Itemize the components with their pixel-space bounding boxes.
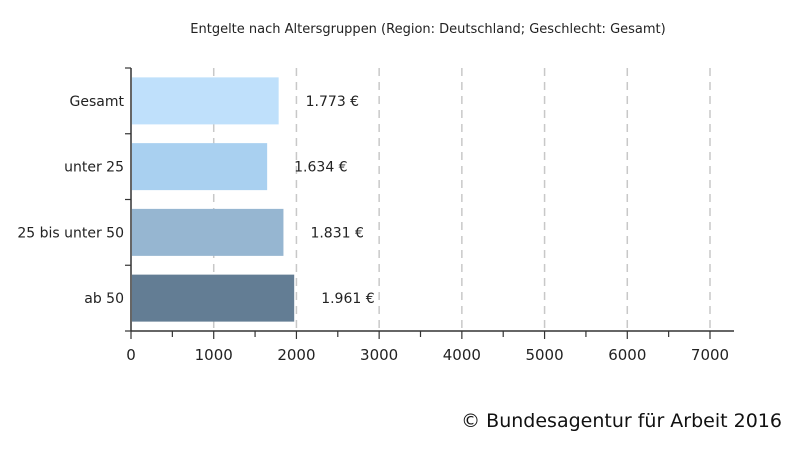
x-tick-label: 2000 <box>277 346 315 364</box>
category-label: Gesamt <box>70 94 125 110</box>
data-label: 1.634 € <box>294 160 347 176</box>
bar-2 <box>132 208 284 256</box>
x-tick-label: 5000 <box>525 346 563 364</box>
x-tick-label: 7000 <box>691 346 729 364</box>
x-tick-label: 4000 <box>443 346 481 364</box>
bar-0 <box>132 77 279 125</box>
bars <box>132 77 295 322</box>
data-label: 1.831 € <box>310 225 363 241</box>
chart-title: Entgelte nach Altersgruppen (Region: Deu… <box>190 22 665 37</box>
category-label: unter 25 <box>64 160 124 176</box>
copyright-notice: © Bundesagentur für Arbeit 2016 <box>461 410 782 432</box>
category-label: ab 50 <box>84 291 124 307</box>
bar-3 <box>132 274 295 322</box>
data-label: 1.961 € <box>321 291 374 307</box>
x-axis: 0 1000 2000 3000 4000 5000 6000 7000 <box>125 67 734 364</box>
x-tick-label: 6000 <box>608 346 646 364</box>
labels: Gesamt 1.773 € unter 25 1.634 € 25 bis unter… <box>17 94 374 307</box>
category-label: 25 bis unter 50 <box>17 225 124 241</box>
bar-1 <box>132 143 268 191</box>
bar-chart: Entgelte nach Altersgruppen (Region: Deu… <box>17 22 734 364</box>
data-label: 1.773 € <box>306 94 359 110</box>
x-tick-label: 1000 <box>195 346 233 364</box>
x-tick-label: 3000 <box>360 346 398 364</box>
x-tick-label: 0 <box>126 346 136 364</box>
grid-lines <box>212 68 711 331</box>
